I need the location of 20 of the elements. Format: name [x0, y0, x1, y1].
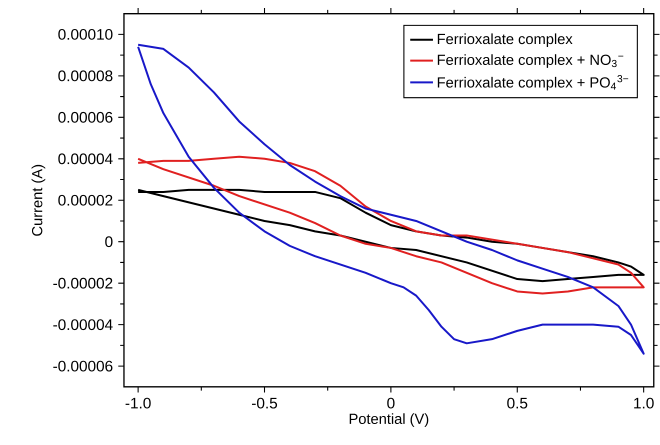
line-series: [137, 156, 645, 295]
y-tick-label: 0.00004: [58, 153, 113, 164]
x-tick-label: 0.5: [507, 398, 528, 409]
x-tick-label: -0.5: [252, 398, 278, 409]
y-tick-label: -0.00002: [53, 278, 112, 289]
legend-label: Ferrioxalate complex: [438, 33, 573, 48]
x-tick-label: 0: [387, 398, 395, 409]
y-tick-label: 0.00008: [58, 70, 112, 82]
x-tick-label: 1.0: [634, 398, 654, 409]
legend-label: Ferrioxalate complex + PO$_{4}$3−: [438, 75, 628, 91]
legend-label: Ferrioxalate complex + NO$_{3}$−: [438, 54, 624, 68]
y-tick-label: 0.00006: [58, 112, 112, 123]
x-axis-title: Potential (V): [350, 413, 428, 427]
x-tick-label: -1.0: [126, 398, 151, 409]
y-tick-label: 0.00010: [58, 29, 113, 40]
y-tick-label: 0.00002: [58, 194, 112, 206]
y-tick-label: -0.00006: [53, 360, 112, 372]
y-axis-title: Current (A): [32, 165, 46, 236]
y-tick-label: 0: [105, 236, 113, 248]
y-tick-label: -0.00004: [53, 319, 113, 330]
